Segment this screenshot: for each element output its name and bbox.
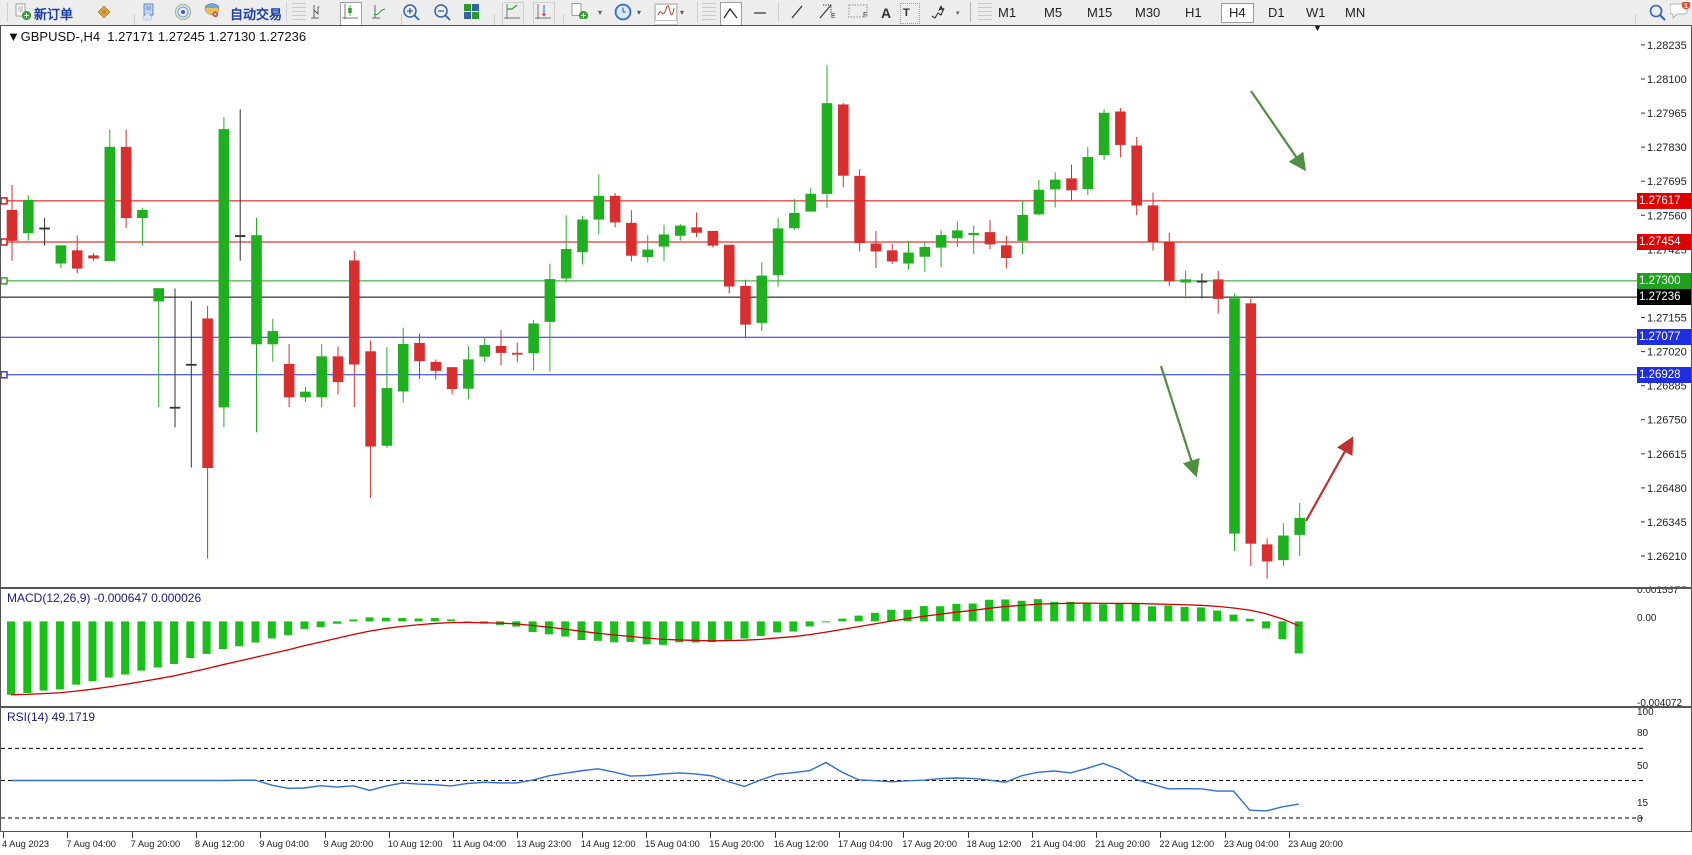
svg-text:1.26210: 1.26210 bbox=[1647, 551, 1687, 563]
svg-text:1.26615: 1.26615 bbox=[1647, 449, 1687, 461]
svg-text:E: E bbox=[831, 13, 836, 20]
svg-text:1.28235: 1.28235 bbox=[1647, 40, 1687, 52]
svg-text:1: 1 bbox=[1684, 3, 1688, 10]
svg-text:1.26345: 1.26345 bbox=[1647, 517, 1687, 529]
svg-text:F: F bbox=[863, 12, 867, 18]
svg-text:1.27560: 1.27560 bbox=[1647, 210, 1687, 222]
svg-text:T: T bbox=[903, 7, 910, 19]
svg-text:1.27155: 1.27155 bbox=[1647, 313, 1687, 325]
svg-text:1.27830: 1.27830 bbox=[1647, 142, 1687, 154]
svg-text:1.26480: 1.26480 bbox=[1647, 483, 1687, 495]
svg-text:1.27965: 1.27965 bbox=[1647, 108, 1687, 120]
svg-text:1.28100: 1.28100 bbox=[1647, 74, 1687, 86]
svg-text:1.27020: 1.27020 bbox=[1647, 347, 1687, 359]
svg-text:1.26750: 1.26750 bbox=[1647, 415, 1687, 427]
svg-text:1.27695: 1.27695 bbox=[1647, 176, 1687, 188]
